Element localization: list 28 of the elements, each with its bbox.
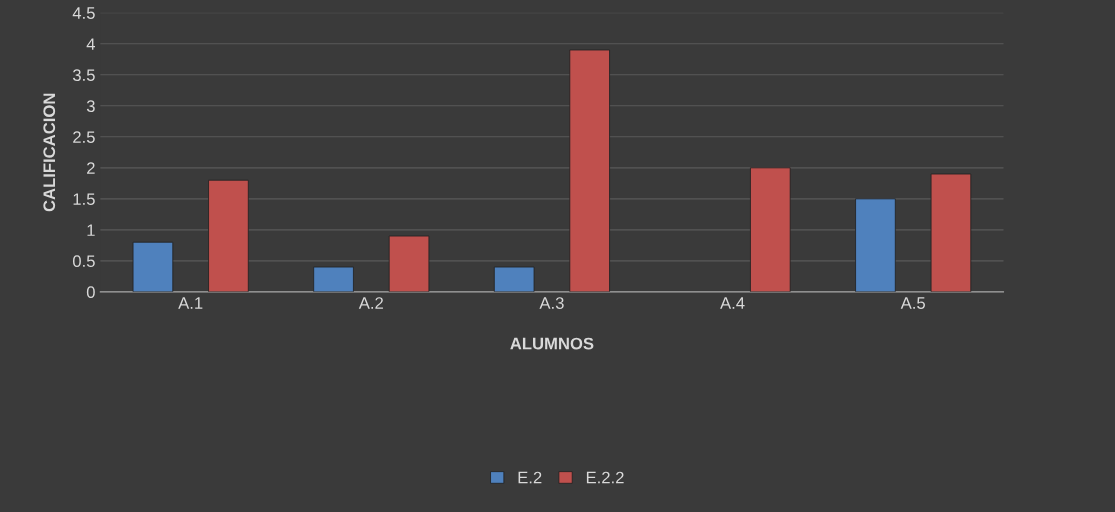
y-tick-label: 2 — [87, 162, 95, 174]
bar — [493, 266, 535, 292]
bar — [388, 235, 430, 292]
bar — [855, 198, 896, 292]
bar — [132, 241, 174, 292]
bar — [313, 266, 354, 292]
bar — [569, 49, 610, 292]
legend-label: E.2 — [518, 471, 542, 484]
y-tick-label: 1 — [87, 224, 95, 236]
x-tick-label: A.1 — [178, 297, 203, 309]
y-tick-label: 3.5 — [72, 69, 95, 82]
x-axis-title: ALUMNOS — [510, 337, 594, 350]
bar — [930, 173, 972, 292]
legend-label: E.2.2 — [586, 471, 624, 484]
x-tick-label: A.2 — [358, 297, 383, 309]
y-tick-label: 3 — [86, 100, 95, 113]
y-tick-label: 4.5 — [72, 7, 95, 19]
x-tick-label: A.4 — [720, 297, 745, 309]
x-tick-label: A.5 — [900, 297, 925, 309]
y-axis-title: CALIFICACION — [43, 93, 56, 212]
bar — [208, 179, 249, 292]
y-tick-label: 4 — [86, 38, 95, 50]
x-tick-label: A.3 — [539, 297, 564, 309]
bar — [750, 167, 791, 292]
y-tick-label: 2.5 — [73, 131, 95, 144]
y-tick-label: 1.5 — [73, 193, 95, 206]
y-tick-label: 0 — [86, 286, 95, 299]
y-tick-label: 0.5 — [72, 255, 95, 268]
